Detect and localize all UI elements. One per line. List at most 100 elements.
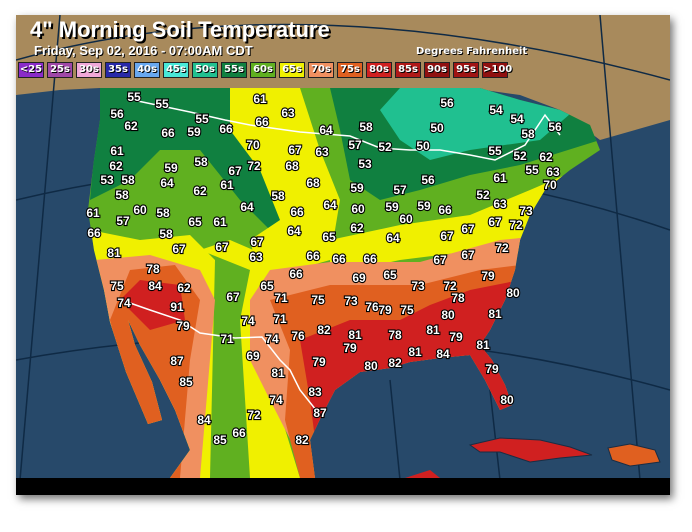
station-temperature-label: 57	[116, 214, 130, 228]
station-temperature-label: 85	[213, 433, 227, 447]
station-temperature-label: 81	[271, 366, 285, 380]
station-temperature-label: 81	[107, 246, 121, 260]
station-temperature-label: 67	[440, 229, 454, 243]
station-temperature-label: 66	[438, 203, 452, 217]
station-temperature-label: 66	[306, 249, 320, 263]
station-temperature-label: 75	[400, 303, 414, 317]
station-temperature-label: 72	[509, 218, 523, 232]
station-temperature-label: 65	[188, 215, 202, 229]
station-temperature-label: 74	[117, 296, 131, 310]
station-temperature-label: 62	[539, 150, 553, 164]
legend-item: 25s	[47, 62, 73, 78]
station-temperature-label: 78	[146, 262, 160, 276]
legend-item: 60s	[250, 62, 276, 78]
station-temperature-label: 64	[287, 224, 301, 238]
station-temperature-label: 66	[289, 267, 303, 281]
station-temperature-label: 80	[364, 359, 378, 373]
station-temperature-label: 67	[250, 235, 264, 249]
station-temperature-label: 56	[421, 173, 435, 187]
station-temperature-label: 59	[417, 199, 431, 213]
station-temperature-label: 50	[430, 121, 444, 135]
station-temperature-label: 67	[461, 248, 475, 262]
station-temperature-label: 61	[110, 144, 124, 158]
station-temperature-label: 70	[543, 178, 557, 192]
station-temperature-label: 59	[164, 161, 178, 175]
legend-item: >100	[482, 62, 512, 78]
station-temperature-label: 84	[436, 347, 450, 361]
station-temperature-label: 55	[155, 97, 169, 111]
station-temperature-label: 79	[312, 355, 326, 369]
legend-item: <25	[18, 62, 44, 78]
station-temperature-label: 67	[488, 215, 502, 229]
station-temperature-label: 62	[124, 119, 138, 133]
station-temperature-label: 73	[519, 204, 533, 218]
station-temperature-label: 65	[383, 268, 397, 282]
station-temperature-label: 63	[281, 106, 295, 120]
station-temperature-label: 65	[260, 279, 274, 293]
station-temperature-label: 61	[213, 215, 227, 229]
station-temperature-label: 66	[255, 115, 269, 129]
station-temperature-label: 60	[133, 203, 147, 217]
station-temperature-label: 67	[288, 143, 302, 157]
station-temperature-label: 64	[323, 198, 337, 212]
station-temperature-label: 64	[386, 231, 400, 245]
legend-item: 75s	[337, 62, 363, 78]
station-temperature-label: 79	[343, 341, 357, 355]
station-temperature-label: 64	[240, 200, 254, 214]
station-temperature-label: 76	[365, 300, 379, 314]
us-mexico-border	[129, 302, 321, 416]
station-temperature-label: 57	[393, 183, 407, 197]
station-temperature-label: 68	[306, 176, 320, 190]
station-temperature-label: 84	[197, 413, 211, 427]
map-frame: 55 55 56 62 55 59 66 66 61 63 66 64 58 50 54 54 58 56 56 61…	[16, 15, 670, 495]
station-temperature-label: 56	[440, 96, 454, 110]
station-temperature-label: 82	[388, 356, 402, 370]
station-temperature-label: 55	[488, 144, 502, 158]
station-temperature-label: 66	[161, 126, 175, 140]
station-temperature-label: 61	[86, 206, 100, 220]
legend-item: 45s	[163, 62, 189, 78]
station-temperature-label: 67	[228, 164, 242, 178]
station-temperature-label: 78	[388, 328, 402, 342]
station-temperature-label: 63	[493, 197, 507, 211]
station-temperature-label: 56	[548, 120, 562, 134]
station-temperature-label: 58	[121, 173, 135, 187]
station-temperature-label: 64	[319, 123, 333, 137]
station-temperature-label: 66	[332, 252, 346, 266]
station-temperature-label: 79	[378, 303, 392, 317]
legend-item: 50s	[192, 62, 218, 78]
station-temperature-label: 79	[481, 269, 495, 283]
station-temperature-label: 59	[350, 181, 364, 195]
station-temperature-label: 66	[232, 426, 246, 440]
station-temperature-label: 80	[500, 393, 514, 407]
station-temperature-label: 81	[426, 323, 440, 337]
station-temperature-label: 66	[290, 205, 304, 219]
station-temperature-label: 71	[220, 332, 234, 346]
station-temperature-label: 74	[241, 314, 255, 328]
station-temperature-label: 75	[311, 293, 325, 307]
station-temperature-label: 58	[115, 188, 129, 202]
station-temperature-label: 83	[308, 385, 322, 399]
legend-item: 65s	[279, 62, 305, 78]
station-temperature-label: 58	[194, 155, 208, 169]
station-temperature-label: 72	[495, 241, 509, 255]
station-temperature-label: 66	[363, 252, 377, 266]
station-temperature-label: 55	[195, 112, 209, 126]
station-temperature-label: 81	[408, 345, 422, 359]
station-temperature-label: 81	[348, 328, 362, 342]
station-temperature-label: 58	[156, 206, 170, 220]
station-temperature-label: 80	[506, 286, 520, 300]
legend-item: 85s	[395, 62, 421, 78]
station-temperature-label: 58	[159, 227, 173, 241]
station-temperature-label: 72	[247, 408, 261, 422]
station-temperature-label: 71	[274, 291, 288, 305]
station-temperature-label: 91	[170, 300, 184, 314]
station-temperature-label: 75	[110, 279, 124, 293]
station-temperature-label: 84	[148, 279, 162, 293]
station-temperature-label: 61	[253, 92, 267, 106]
station-temperature-label: 81	[476, 338, 490, 352]
station-temperature-label: 54	[510, 112, 524, 126]
station-temperature-label: 63	[249, 250, 263, 264]
station-temperature-label: 62	[109, 159, 123, 173]
legend-item: 95s	[453, 62, 479, 78]
